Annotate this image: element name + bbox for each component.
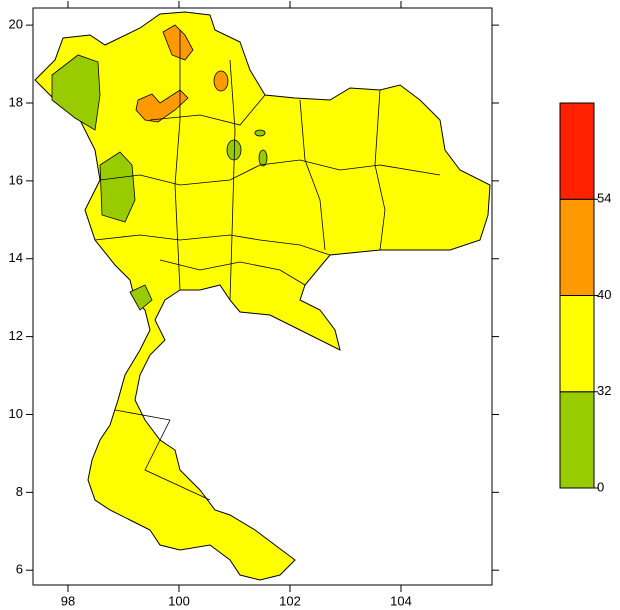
x-tick-label: 100 bbox=[168, 593, 190, 608]
y-tick-label: 18 bbox=[9, 94, 23, 109]
colorbar-label: 40 bbox=[597, 287, 611, 302]
x-tick-label: 104 bbox=[390, 593, 412, 608]
green-zone bbox=[254, 129, 266, 137]
province-line bbox=[299, 99, 326, 251]
x-tick-label: 102 bbox=[279, 593, 301, 608]
green-zone bbox=[258, 149, 268, 167]
y-tick-label: 20 bbox=[9, 17, 23, 32]
y-tick-label: 8 bbox=[16, 484, 23, 499]
orange-zone bbox=[135, 89, 189, 123]
province-line bbox=[159, 259, 306, 286]
province-line bbox=[174, 30, 181, 291]
colorbar-segment bbox=[559, 391, 595, 489]
province-line bbox=[94, 234, 331, 256]
green-zone bbox=[129, 284, 153, 311]
map-layer bbox=[34, 11, 491, 581]
green-zone bbox=[51, 54, 101, 131]
province-line bbox=[99, 159, 441, 186]
orange-zone bbox=[162, 24, 194, 61]
y-tick-label: 16 bbox=[9, 172, 23, 187]
green-zone bbox=[99, 151, 136, 223]
y-tick-label: 10 bbox=[9, 406, 23, 421]
colorbar-segment bbox=[559, 295, 595, 393]
orange-zone bbox=[213, 70, 229, 92]
colorbar-label: 54 bbox=[597, 191, 611, 206]
x-tick-label: 98 bbox=[61, 593, 75, 608]
colorbar-segment bbox=[559, 102, 595, 200]
country-shape bbox=[34, 11, 491, 581]
y-tick-label: 14 bbox=[9, 250, 23, 265]
colorbar-label: 0 bbox=[597, 479, 604, 494]
province-line bbox=[374, 89, 386, 251]
province-line bbox=[149, 94, 266, 126]
y-tick-label: 6 bbox=[16, 562, 23, 577]
province-line bbox=[229, 59, 236, 301]
y-tick-label: 12 bbox=[9, 328, 23, 343]
colorbar-segment bbox=[559, 198, 595, 296]
plot-frame bbox=[32, 7, 493, 586]
province-line bbox=[114, 409, 211, 501]
colorbar-label: 32 bbox=[597, 383, 611, 398]
